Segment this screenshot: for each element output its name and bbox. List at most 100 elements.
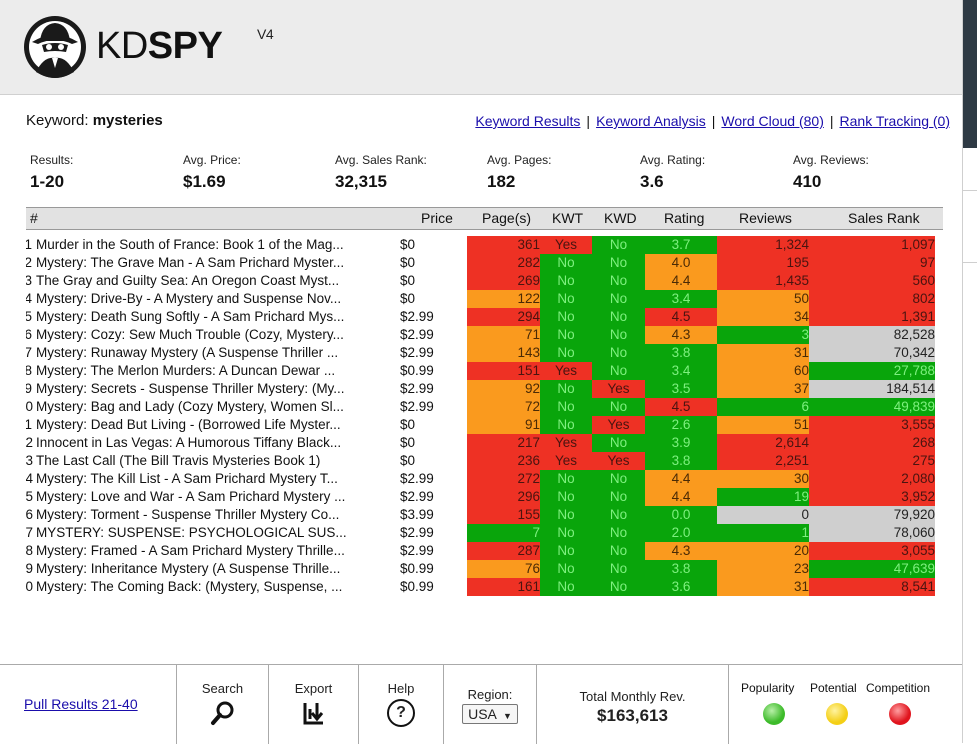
book-title-cell[interactable]: 3 The Gray and Guilty Sea: An Oregon Coas… [26, 272, 400, 290]
keyword-row: Keyword: mysteries [26, 112, 163, 129]
stat-value: $1.69 [183, 172, 226, 191]
book-title-cell[interactable]: 17MYSTERY: SUSPENSE: PSYCHOLOGICAL SUS..… [26, 524, 400, 542]
pages-cell: 76 [467, 560, 540, 578]
rating-cell: 3.5 [645, 380, 717, 398]
table-row[interactable]: 16Mystery: Torment - Suspense Thriller M… [26, 506, 935, 524]
reviews-cell: 31 [717, 344, 809, 362]
kwt-cell: No [540, 398, 592, 416]
stat-avg-pages: Avg. Pages: 182 [487, 153, 552, 192]
link-keyword-results[interactable]: Keyword Results [475, 113, 581, 129]
price-cell: $0 [400, 435, 416, 450]
results-table-header: # Price Page(s) KWT KWD Rating Reviews S… [26, 207, 943, 230]
book-title: Murder in the South of France: Book 1 of… [36, 237, 344, 252]
reviews-cell: 1 [717, 524, 809, 542]
column-header-number[interactable]: # [30, 210, 38, 226]
kwt-cell: Yes [540, 362, 592, 380]
table-row[interactable]: 1 Murder in the South of France: Book 1 o… [26, 236, 935, 254]
book-title-cell[interactable]: 6 Mystery: Cozy: Sew Much Trouble (Cozy, … [26, 326, 400, 344]
background-window-edge [962, 0, 977, 743]
rating-cell: 3.8 [645, 344, 717, 362]
pull-results-link[interactable]: Pull Results 21-40 [24, 696, 138, 712]
stat-avg-sales-rank: Avg. Sales Rank: 32,315 [335, 153, 427, 192]
book-title-cell[interactable]: 14Mystery: The Kill List - A Sam Prichar… [26, 470, 400, 488]
book-title-cell[interactable]: 19Mystery: Inheritance Mystery (A Suspen… [26, 560, 400, 578]
pages-cell: 272 [467, 470, 540, 488]
column-header-price[interactable]: Price [421, 210, 453, 226]
kwt-cell: No [540, 488, 592, 506]
pages-cell: 122 [467, 290, 540, 308]
sales-rank-cell: 275 [809, 452, 935, 470]
table-row[interactable]: 14Mystery: The Kill List - A Sam Prichar… [26, 470, 935, 488]
book-title-cell[interactable]: 20Mystery: The Coming Back: (Mystery, Su… [26, 578, 400, 596]
book-title-cell[interactable]: 1 Murder in the South of France: Book 1 o… [26, 236, 400, 254]
table-row[interactable]: 20Mystery: The Coming Back: (Mystery, Su… [26, 578, 935, 596]
book-title: Mystery: Cozy: Sew Much Trouble (Cozy, M… [36, 327, 344, 342]
region-value: USA [468, 706, 497, 722]
price-cell: $2.99 [400, 345, 434, 360]
table-row[interactable]: 17MYSTERY: SUSPENSE: PSYCHOLOGICAL SUS..… [26, 524, 935, 542]
book-title: Mystery: Drive-By - A Mystery and Suspen… [36, 291, 342, 306]
book-title-cell[interactable]: 15Mystery: Love and War - A Sam Prichard… [26, 488, 400, 506]
table-row[interactable]: 13The Last Call (The Bill Travis Mysteri… [26, 452, 935, 470]
region-select[interactable]: USA ▼ [462, 704, 518, 724]
link-word-cloud[interactable]: Word Cloud (80) [721, 113, 824, 129]
table-row[interactable]: 11 Mystery: Dead But Living - (Borrowed L… [26, 416, 935, 434]
table-row[interactable]: 4 Mystery: Drive-By - A Mystery and Suspe… [26, 290, 935, 308]
column-header-reviews[interactable]: Reviews [739, 210, 792, 226]
table-row[interactable]: 7 Mystery: Runaway Mystery (A Suspense Th… [26, 344, 935, 362]
book-title-cell[interactable]: 8 Mystery: The Merlon Murders: A Duncan D… [26, 362, 400, 380]
column-header-sales-rank[interactable]: Sales Rank [848, 210, 920, 226]
pages-cell: 361 [467, 236, 540, 254]
sales-rank-cell: 268 [809, 434, 935, 452]
link-rank-tracking[interactable]: Rank Tracking (0) [839, 113, 950, 129]
rating-cell: 3.6 [645, 578, 717, 596]
column-header-kwt[interactable]: KWT [552, 210, 584, 226]
row-number: 8 [26, 362, 32, 380]
book-title-cell[interactable]: 2 Mystery: The Grave Man - A Sam Prichard… [26, 254, 400, 272]
book-title-cell[interactable]: 10Mystery: Bag and Lady (Cozy Mystery, W… [26, 398, 400, 416]
book-title: Mystery: The Merlon Murders: A Duncan De… [36, 363, 336, 378]
book-title-cell[interactable]: 5 Mystery: Death Sung Softly - A Sam Pric… [26, 308, 400, 326]
table-row[interactable]: 12Innocent in Las Vegas: A Humorous Tiff… [26, 434, 935, 452]
help-button[interactable]: Help ? [359, 665, 444, 744]
book-title: Mystery: Framed - A Sam Prichard Mystery… [36, 543, 345, 558]
book-title-cell[interactable]: 11 Mystery: Dead But Living - (Borrowed L… [26, 416, 400, 434]
book-title: MYSTERY: SUSPENSE: PSYCHOLOGICAL SUS... [36, 525, 347, 540]
table-row[interactable]: 18Mystery: Framed - A Sam Prichard Myste… [26, 542, 935, 560]
column-header-pages[interactable]: Page(s) [482, 210, 532, 226]
table-row[interactable]: 6 Mystery: Cozy: Sew Much Trouble (Cozy, … [26, 326, 935, 344]
export-button[interactable]: Export [269, 665, 359, 744]
kwt-cell: No [540, 542, 592, 560]
book-title-cell[interactable]: 16Mystery: Torment - Suspense Thriller M… [26, 506, 400, 524]
pages-cell: 161 [467, 578, 540, 596]
kwd-cell: No [592, 488, 645, 506]
book-title-cell[interactable]: 18Mystery: Framed - A Sam Prichard Myste… [26, 542, 400, 560]
table-row[interactable]: 9 Mystery: Secrets - Suspense Thriller My… [26, 380, 935, 398]
table-row[interactable]: 8 Mystery: The Merlon Murders: A Duncan D… [26, 362, 935, 380]
table-row[interactable]: 19Mystery: Inheritance Mystery (A Suspen… [26, 560, 935, 578]
rating-cell: 4.0 [645, 254, 717, 272]
stat-value: 3.6 [640, 172, 664, 191]
column-header-kwd[interactable]: KWD [604, 210, 637, 226]
link-keyword-analysis[interactable]: Keyword Analysis [596, 113, 706, 129]
book-title: Mystery: The Grave Man - A Sam Prichard … [36, 255, 345, 270]
book-title-cell[interactable]: 12Innocent in Las Vegas: A Humorous Tiff… [26, 434, 400, 452]
row-number: 9 [26, 380, 32, 398]
book-title-cell[interactable]: 13The Last Call (The Bill Travis Mysteri… [26, 452, 400, 470]
search-button[interactable]: Search [177, 665, 269, 744]
reviews-cell: 30 [717, 470, 809, 488]
reviews-cell: 3 [717, 326, 809, 344]
kwt-cell: No [540, 272, 592, 290]
table-row[interactable]: 2 Mystery: The Grave Man - A Sam Prichard… [26, 254, 935, 272]
table-row[interactable]: 5 Mystery: Death Sung Softly - A Sam Pric… [26, 308, 935, 326]
book-title-cell[interactable]: 7 Mystery: Runaway Mystery (A Suspense Th… [26, 344, 400, 362]
competition-indicator-dot [889, 703, 911, 725]
link-separator: | [586, 113, 591, 129]
table-row[interactable]: 15Mystery: Love and War - A Sam Prichard… [26, 488, 935, 506]
rating-cell: 4.3 [645, 326, 717, 344]
book-title-cell[interactable]: 4 Mystery: Drive-By - A Mystery and Suspe… [26, 290, 400, 308]
book-title-cell[interactable]: 9 Mystery: Secrets - Suspense Thriller My… [26, 380, 400, 398]
table-row[interactable]: 10Mystery: Bag and Lady (Cozy Mystery, W… [26, 398, 935, 416]
table-row[interactable]: 3 The Gray and Guilty Sea: An Oregon Coas… [26, 272, 935, 290]
column-header-rating[interactable]: Rating [664, 210, 705, 226]
